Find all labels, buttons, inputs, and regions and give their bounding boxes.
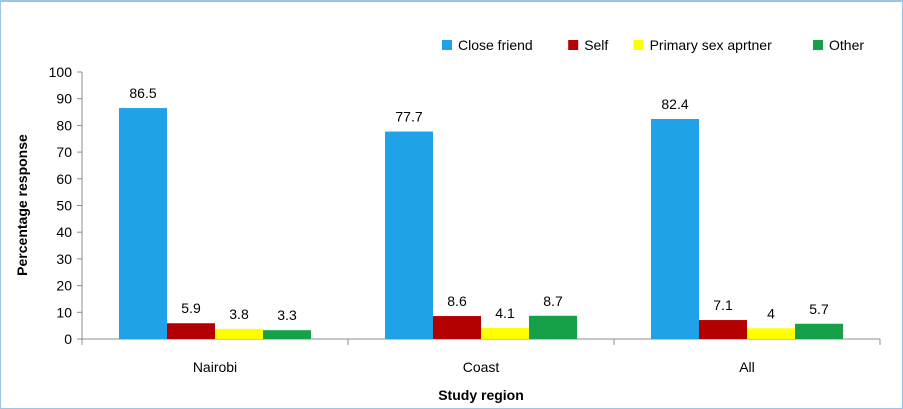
bar — [529, 315, 577, 339]
data-label: 4.1 — [495, 305, 515, 321]
data-label: 7.1 — [713, 297, 733, 313]
bar — [747, 328, 795, 339]
bar — [215, 328, 263, 339]
x-tick-label: Nairobi — [193, 359, 237, 375]
legend-label: Close friend — [458, 37, 533, 53]
legend-label: Self — [584, 37, 608, 53]
y-tick-label: 50 — [56, 198, 72, 214]
bar — [167, 323, 215, 339]
legend-swatch — [568, 40, 579, 50]
legend: Close friend Self Primary sex aprtner Other — [442, 37, 864, 53]
data-labels: 86.5 5.9 3.8 3.3 77.7 8.6 4.1 8.7 82.4 7.1 4 5.7 — [129, 85, 829, 323]
data-label: 3.8 — [229, 306, 249, 322]
bars — [119, 108, 843, 339]
legend-label: Other — [829, 37, 864, 53]
y-tick-label: 10 — [56, 304, 72, 320]
bar — [263, 330, 311, 339]
y-tick-label: 30 — [56, 251, 72, 267]
x-tick-label: All — [739, 359, 755, 375]
data-label: 5.7 — [809, 301, 829, 317]
data-label: 86.5 — [129, 85, 156, 101]
y-tick-label: 0 — [64, 331, 72, 347]
bar — [699, 320, 747, 339]
data-label: 82.4 — [661, 96, 688, 112]
bar — [433, 316, 481, 339]
data-label: 5.9 — [181, 300, 201, 316]
y-tick-label: 100 — [49, 64, 73, 80]
y-tick-label: 20 — [56, 278, 72, 294]
legend-swatch — [442, 40, 452, 50]
y-tick-label: 70 — [56, 144, 72, 160]
y-tick-label: 60 — [56, 171, 72, 187]
bar — [795, 323, 843, 339]
data-label: 4 — [767, 305, 775, 321]
data-label: 3.3 — [277, 307, 297, 323]
legend-swatch — [633, 40, 644, 50]
y-tick-label: 90 — [56, 91, 72, 107]
bar — [481, 328, 529, 339]
x-axis: Nairobi Coast All — [81, 338, 881, 375]
y-axis-title: Percentage response — [14, 134, 30, 276]
x-tick-label: Coast — [463, 359, 500, 375]
legend-swatch — [813, 40, 823, 50]
bar — [119, 108, 167, 339]
bar — [385, 131, 433, 339]
data-label: 8.7 — [543, 293, 563, 309]
legend-label: Primary sex aprtner — [650, 37, 772, 53]
y-axis: 0 10 20 30 40 50 60 70 80 90 100 — [49, 64, 83, 347]
y-tick-label: 40 — [56, 224, 72, 240]
bar — [651, 118, 699, 339]
data-label: 8.6 — [447, 293, 467, 309]
y-tick-label: 80 — [56, 117, 72, 133]
x-axis-title: Study region — [438, 387, 524, 403]
data-label: 77.7 — [395, 109, 422, 125]
